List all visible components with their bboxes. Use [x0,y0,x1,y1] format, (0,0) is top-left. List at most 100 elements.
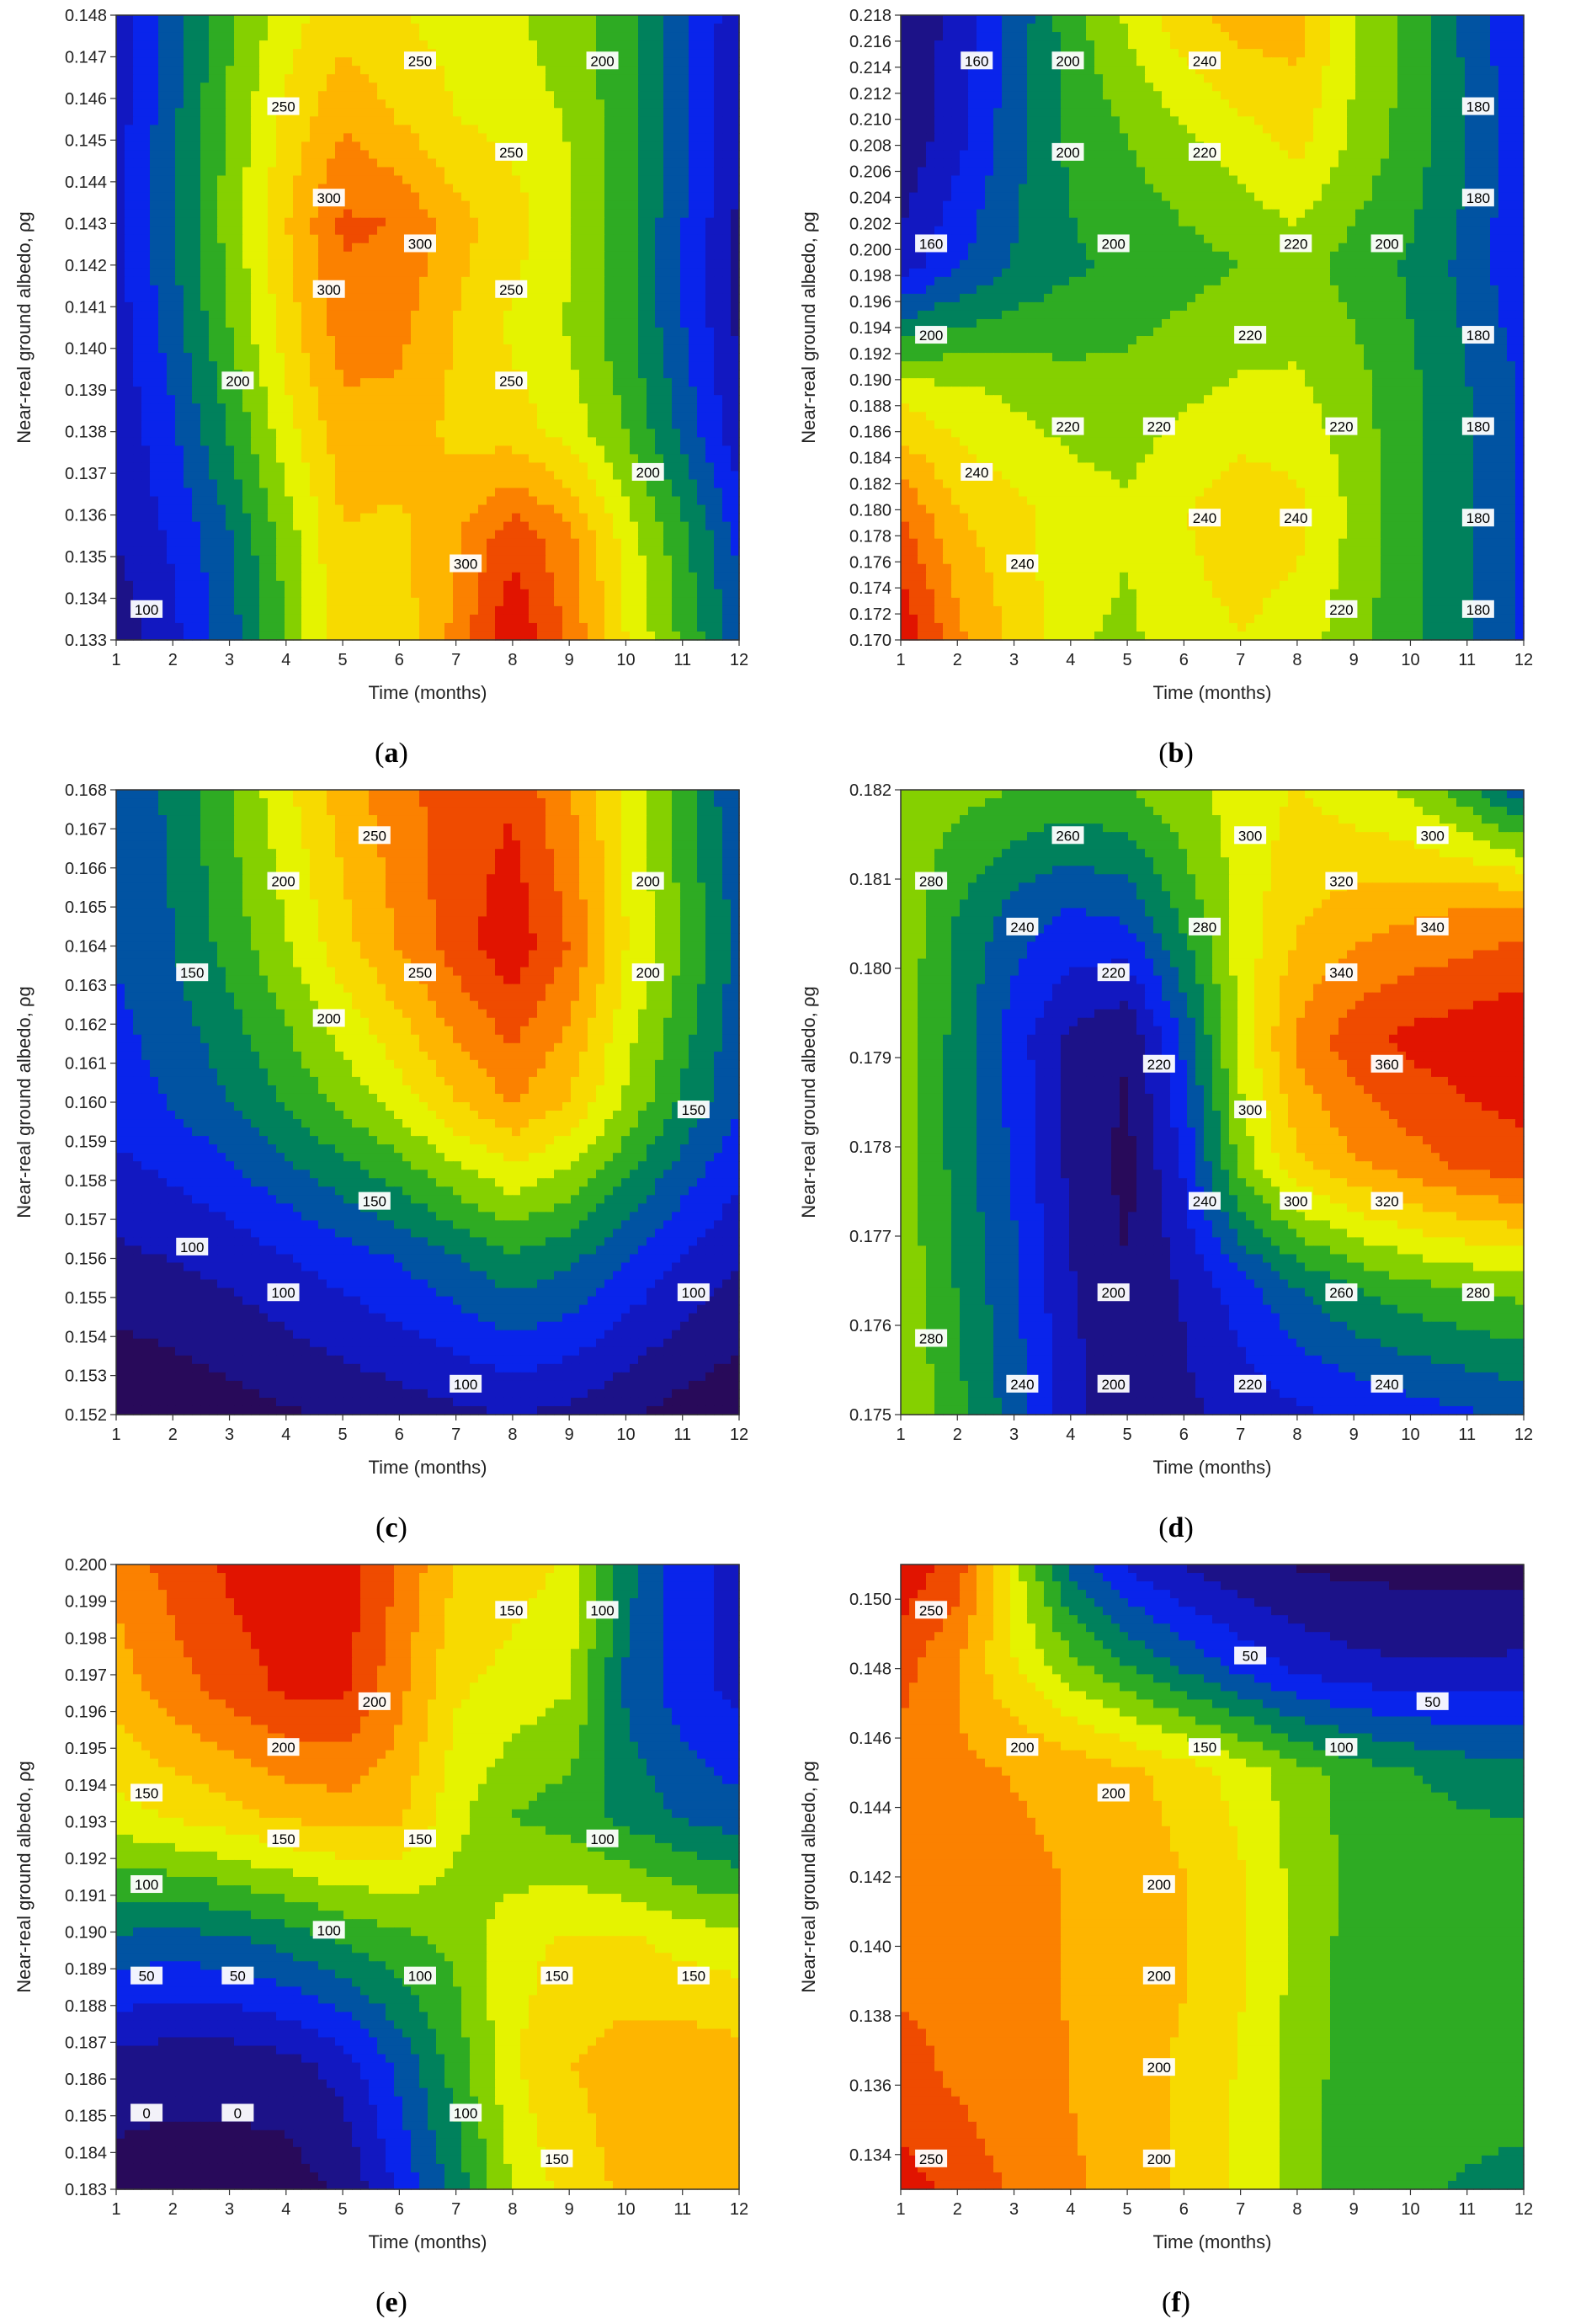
contour-cell [133,209,142,219]
contour-cell [546,563,555,573]
contour-cell [596,243,605,253]
contour-cell [209,285,218,295]
contour-cell [234,285,243,295]
contour-cell [630,403,639,413]
contour-cell [285,24,294,33]
contour-cell [200,580,210,590]
contour-cell [360,580,370,590]
contour-cell [402,184,412,194]
contour-cell [680,158,689,168]
contour-cell [705,66,715,75]
contour-cell [588,200,597,211]
contour-cell [647,353,656,362]
contour-cell [428,15,437,24]
contour-cell [150,32,159,41]
contour-cell [209,209,218,219]
contour-cell [133,580,142,590]
contour-cell [125,209,134,219]
contour-cell [184,504,193,514]
contour-cell [327,83,336,92]
contour-cell [647,328,656,337]
contour-cell [663,200,673,211]
contour-cell [116,293,125,303]
contour-cell [318,125,327,135]
contour-cell [537,504,546,514]
contour-cell [419,328,428,337]
contour-cell [604,141,614,152]
contour-cell [327,572,336,582]
contour-cell [226,580,235,590]
contour-cell [209,555,218,565]
contour-cell [461,24,471,33]
contour-cell [116,403,125,413]
contour-cell [234,301,243,312]
contour-cell [301,141,311,152]
contour-cell [394,412,403,421]
contour-cell [546,454,555,464]
contour-cell [680,420,689,430]
contour-cell [444,57,454,67]
contour-cell [301,479,311,489]
contour-cell [394,538,403,548]
contour-cell [242,301,252,312]
contour-cell [630,133,639,143]
contour-cell [647,496,656,506]
contour-cell [133,420,142,430]
contour-cell [150,150,159,160]
contour-cell [731,445,740,456]
contour-cell [158,301,168,312]
contour-cell [714,217,723,227]
contour-cell [411,386,420,396]
contour-cell [301,293,311,303]
contour-cell [310,226,319,236]
contour-cell [327,209,336,219]
contour-cell [419,580,428,590]
contour-cell [276,462,285,472]
contour-cell [596,361,605,370]
contour-cell [554,546,563,557]
contour-cell [293,167,302,177]
contour-cell [150,259,159,269]
contour-cell [268,57,277,67]
contour-cell [529,276,538,286]
contour-cell [234,504,243,514]
contour-cell [663,108,673,118]
contour-cell [377,496,386,506]
contour-cell [343,259,353,269]
contour-cell [192,91,201,100]
contour-cell [621,563,631,573]
contour-cell [125,15,134,24]
contour-cell [444,471,454,481]
contour-cell [386,57,395,67]
contour-cell [428,412,437,421]
contour-cell [167,572,176,582]
contour-cell [546,370,555,379]
contour-cell [293,116,302,126]
contour-cell [461,471,471,481]
contour-cell [604,437,614,447]
contour-cell [604,353,614,362]
contour-cell [301,521,311,531]
contour-cell [175,429,184,439]
contour-cell [327,108,336,118]
contour-cell [369,293,378,303]
contour-cell [663,328,673,337]
contour-cell [520,496,530,506]
contour-cell [588,378,597,387]
contour-cell [167,386,176,396]
contour-cell [436,513,445,523]
contour-cell [714,184,723,194]
contour-cell [428,572,437,582]
contour-cell [192,521,201,531]
contour-cell [520,318,530,328]
contour-cell [335,116,344,126]
contour-cell [672,40,681,50]
contour-cell [268,318,277,328]
contour-cell [360,563,370,573]
contour-cell [301,395,311,404]
contour-cell [301,530,311,540]
contour-cell [638,293,647,303]
contour-cell [369,285,378,295]
contour-cell [377,276,386,286]
contour-cell [705,462,715,472]
